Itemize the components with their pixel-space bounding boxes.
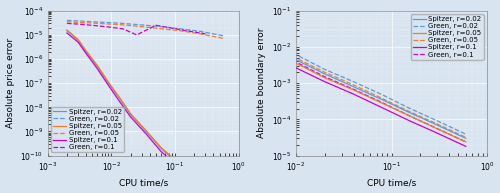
X-axis label: CPU time/s: CPU time/s <box>367 179 416 187</box>
Legend: Spitzer, r=0.02, Green, r=0.02, Spitzer, r=0.05, Green, r=0.05, Spitzer, r=0.1, : Spitzer, r=0.02, Green, r=0.02, Spitzer,… <box>51 107 124 152</box>
X-axis label: CPU time/s: CPU time/s <box>118 179 168 187</box>
Y-axis label: Absolute boundary error: Absolute boundary error <box>258 28 266 138</box>
Legend: Spitzer, r=0.02, Green, r=0.02, Spitzer, r=0.05, Green, r=0.05, Spitzer, r=0.1, : Spitzer, r=0.02, Green, r=0.02, Spitzer,… <box>411 14 484 60</box>
Y-axis label: Absolute price error: Absolute price error <box>6 38 15 128</box>
